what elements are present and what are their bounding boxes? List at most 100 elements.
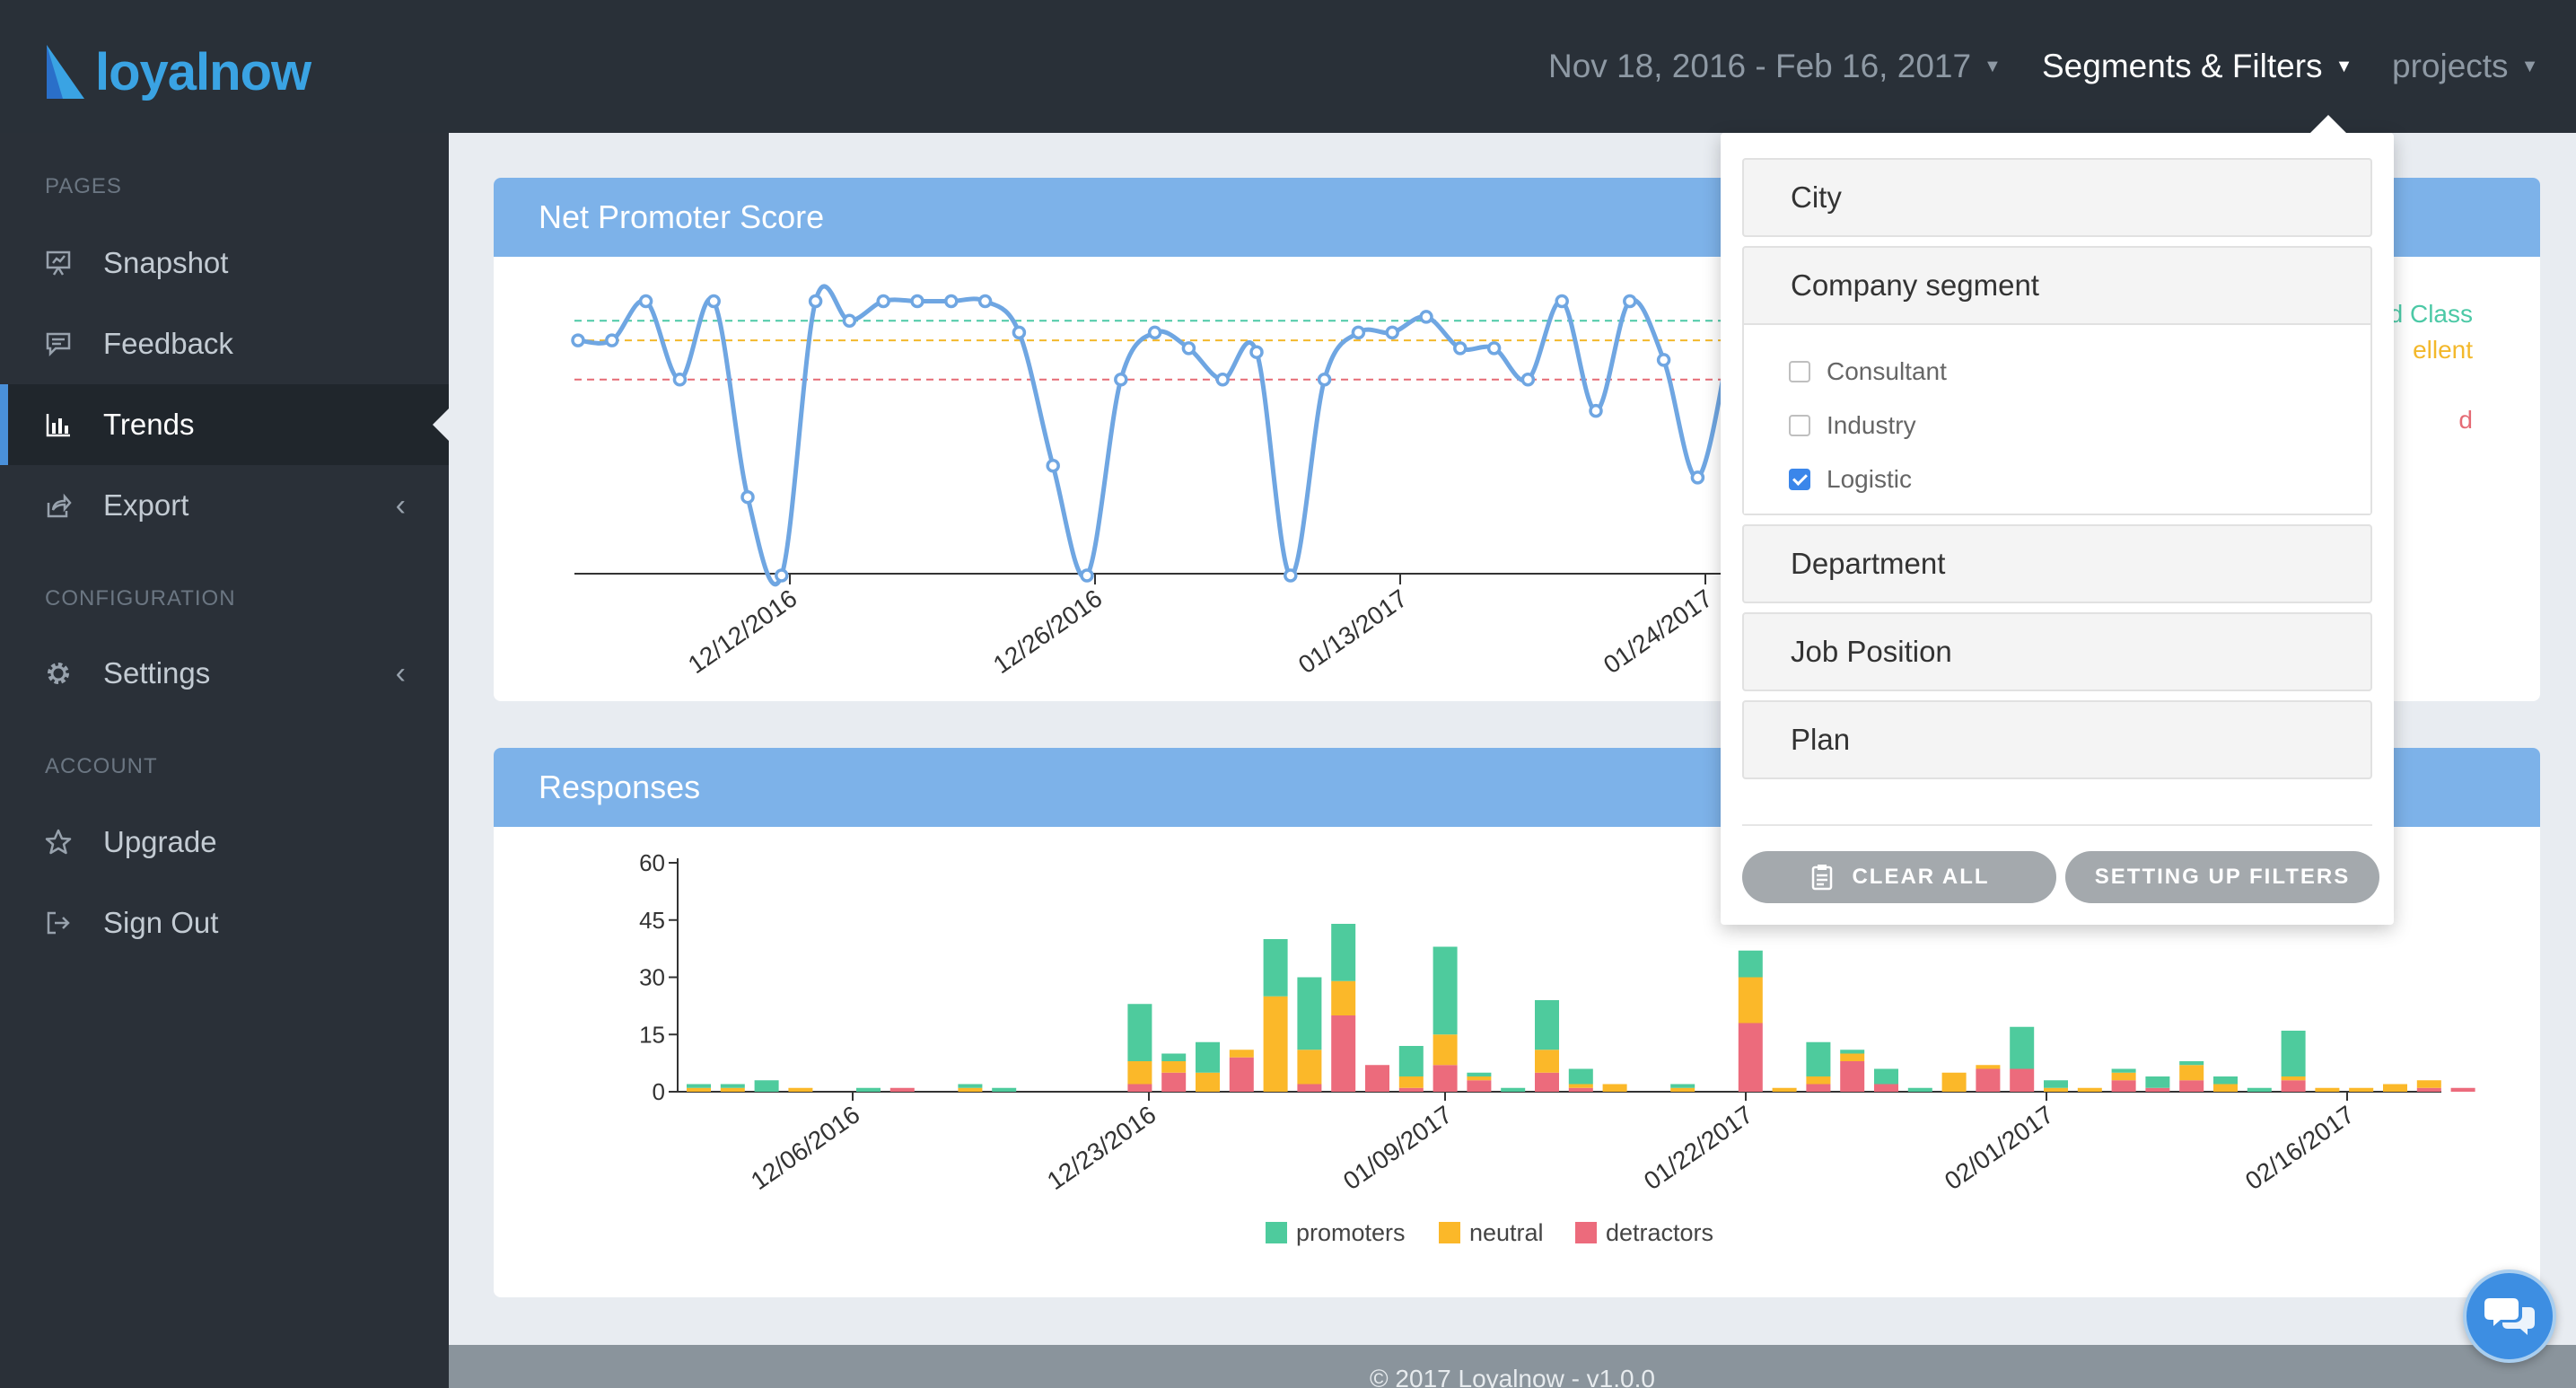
bar-segment-detractors — [2281, 1080, 2306, 1092]
y-tick-label: 30 — [639, 964, 665, 991]
filter-group-label[interactable]: Plan — [1791, 723, 1851, 756]
sidebar-item-upgrade[interactable]: Upgrade — [0, 802, 449, 883]
nps-point — [1520, 373, 1536, 387]
nps-point — [1114, 373, 1128, 387]
filter-group-company-segment[interactable]: Company segment Consultant Industry Logi… — [1742, 246, 2372, 515]
date-range-dropdown[interactable]: Nov 18, 2016 - Feb 16, 2017 ▼ — [1548, 40, 2002, 93]
nps-point — [1690, 470, 1705, 485]
nps-point — [1249, 345, 1264, 359]
sidebar-item-settings[interactable]: Settings ‹ — [0, 633, 449, 714]
y-tick-label: 45 — [639, 907, 665, 934]
filter-options: Consultant Industry Logistic — [1744, 323, 2370, 514]
chat-button[interactable] — [2463, 1269, 2556, 1363]
setting-up-filters-button[interactable]: SETTING UP FILTERS — [2065, 851, 2379, 903]
x-tick-label: 01/24/2017 — [1599, 584, 1718, 680]
x-tick-label: 12/26/2016 — [988, 584, 1108, 680]
filter-group-label[interactable]: Job Position — [1791, 635, 1952, 668]
chevron-left-icon[interactable]: ‹ — [395, 655, 406, 690]
bar-chart-icon — [43, 409, 74, 440]
bar-segment-promoters — [1196, 1041, 1220, 1073]
x-tick-label: 01/22/2017 — [1639, 1101, 1758, 1196]
bar-segment-neutral — [1670, 1087, 1695, 1092]
bar-segment-promoters — [1398, 1046, 1424, 1076]
filter-group-label[interactable]: City — [1791, 180, 1842, 214]
bar-segment-promoters — [2213, 1076, 2238, 1085]
bar-segment-neutral — [1738, 977, 1763, 1023]
sidebar-item-snapshot[interactable]: Snapshot — [0, 223, 449, 303]
gear-icon — [43, 658, 74, 689]
nps-point — [842, 313, 857, 329]
bar-segment-detractors — [1331, 1015, 1356, 1092]
sidebar-item-export[interactable]: Export ‹ — [0, 465, 449, 546]
checkbox-checked[interactable] — [1789, 469, 1810, 490]
filter-group-city[interactable]: City — [1742, 158, 2372, 237]
bar-segment-neutral — [788, 1087, 813, 1092]
bar-segment-promoters — [1467, 1072, 1492, 1076]
bar-segment-promoters — [1874, 1068, 1898, 1085]
filter-group-department[interactable]: Department — [1742, 524, 2372, 603]
bar-segment-promoters — [1738, 950, 1763, 978]
bar-segment-detractors — [2010, 1068, 2035, 1092]
divider — [1742, 824, 2372, 826]
x-tick-label: 12/23/2016 — [1042, 1101, 1161, 1196]
bar-segment-detractors — [1738, 1023, 1763, 1092]
bar-segment-promoters — [2179, 1061, 2204, 1066]
bar-segment-neutral — [1772, 1087, 1797, 1092]
logo[interactable]: loyalnow — [43, 40, 311, 104]
chevron-left-icon[interactable]: ‹ — [395, 488, 406, 523]
nps-point — [1147, 325, 1162, 340]
y-tick-label: 60 — [639, 849, 665, 876]
bar-segment-neutral — [1840, 1053, 1865, 1061]
bar-segment-detractors — [1535, 1072, 1559, 1092]
caret-down-icon: ▼ — [2335, 56, 2353, 76]
sidebar-item-label: Settings — [103, 656, 211, 690]
nps-point — [1046, 459, 1060, 473]
filter-option-industry[interactable]: Industry — [1744, 399, 2370, 452]
filter-group-plan[interactable]: Plan — [1742, 700, 2372, 779]
sidebar-section-configuration: CONFIGURATION — [45, 586, 236, 611]
filter-option-consultant[interactable]: Consultant — [1744, 345, 2370, 399]
projects-dropdown[interactable]: projects ▼ — [2392, 40, 2538, 93]
bar-segment-promoters — [2010, 1026, 2035, 1069]
bar-segment-detractors — [1976, 1068, 2001, 1092]
bar-segment-neutral — [2077, 1087, 2102, 1092]
filter-option-logistic[interactable]: Logistic — [1744, 452, 2370, 506]
clear-all-button[interactable]: CLEAR ALL — [1742, 851, 2056, 903]
nps-point — [1317, 373, 1332, 387]
filter-group-label[interactable]: Department — [1791, 547, 1946, 580]
top-bar: loyalnow Nov 18, 2016 - Feb 16, 2017 ▼ S… — [0, 0, 2576, 133]
nps-point — [638, 294, 653, 309]
bar-segment-neutral — [1535, 1050, 1559, 1073]
bar-segment-neutral — [1127, 1061, 1152, 1085]
sidebar-item-sign-out[interactable]: Sign Out — [0, 883, 449, 963]
bar-segment-neutral — [1568, 1084, 1593, 1088]
bar-segment-promoters — [1433, 946, 1458, 1035]
segments-filters-menu: City Company segment Consultant Industry… — [1721, 115, 2394, 925]
segments-filters-dropdown[interactable]: Segments & Filters ▼ — [2042, 40, 2353, 93]
filter-group-job-position[interactable]: Job Position — [1742, 612, 2372, 691]
sidebar-item-feedback[interactable]: Feedback — [0, 303, 449, 384]
nps-legend-item: d — [2458, 406, 2473, 434]
nps-point — [1453, 341, 1468, 356]
legend-swatch-neutral — [1439, 1222, 1460, 1243]
nps-point — [706, 294, 721, 309]
checkbox[interactable] — [1789, 361, 1810, 382]
nps-point — [1385, 325, 1399, 340]
bar-segment-detractors — [1229, 1057, 1254, 1092]
checkbox[interactable] — [1789, 415, 1810, 436]
bar-segment-neutral — [1331, 980, 1356, 1015]
bar-segment-detractors — [1840, 1061, 1865, 1092]
bar-segment-neutral — [687, 1087, 711, 1092]
bar-segment-neutral — [2179, 1065, 2204, 1081]
bar-segment-detractors — [2416, 1087, 2441, 1092]
filter-group-label[interactable]: Company segment — [1791, 268, 2039, 302]
nps-legend-item: ellent — [2413, 336, 2473, 364]
filter-option-label: Industry — [1827, 411, 1916, 439]
x-tick-label: 02/01/2017 — [1940, 1101, 2059, 1196]
clipboard-icon — [1812, 865, 1833, 891]
responses-chart-area: 0 15 30 45 60 12/06/2016 12/23/2016 01/09/2017 0… — [494, 827, 2540, 1297]
nps-point — [1419, 310, 1433, 324]
bar-segment-promoters — [1161, 1053, 1187, 1061]
sidebar-item-label: Feedback — [103, 327, 233, 360]
sidebar-item-trends[interactable]: Trends — [0, 384, 449, 465]
